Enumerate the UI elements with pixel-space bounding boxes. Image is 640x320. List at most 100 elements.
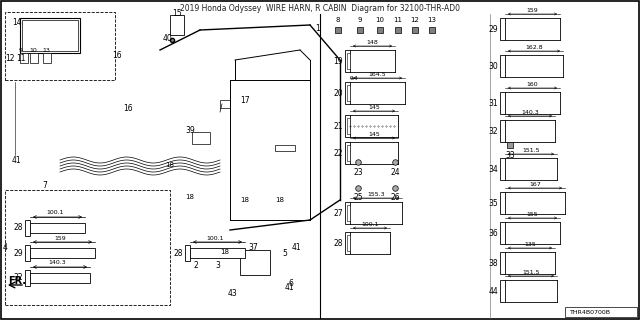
Bar — [30, 223, 85, 233]
Bar — [5, 12, 115, 80]
Bar — [185, 245, 190, 261]
Text: 18: 18 — [185, 194, 194, 200]
Text: 2: 2 — [193, 260, 198, 269]
Text: 16: 16 — [112, 51, 122, 60]
Bar — [565, 307, 637, 317]
Text: 25: 25 — [353, 194, 363, 203]
Bar — [5, 190, 170, 305]
Text: 9.4: 9.4 — [350, 76, 359, 81]
Text: THR4B0700B: THR4B0700B — [570, 310, 611, 316]
Text: 19: 19 — [333, 57, 343, 66]
Bar — [500, 280, 505, 302]
Text: 18: 18 — [220, 249, 229, 255]
Text: 38: 38 — [488, 259, 498, 268]
Bar — [347, 53, 350, 69]
Text: 155: 155 — [527, 212, 538, 217]
Text: 100.1: 100.1 — [206, 236, 224, 241]
Text: 33: 33 — [505, 150, 515, 159]
Text: 159: 159 — [54, 236, 66, 241]
Text: 18: 18 — [165, 162, 174, 168]
Text: 17: 17 — [240, 95, 250, 105]
Bar — [170, 15, 184, 35]
Text: 145: 145 — [368, 105, 380, 109]
Text: 1: 1 — [315, 23, 320, 33]
Bar — [20, 18, 80, 53]
Text: 14: 14 — [12, 18, 22, 27]
Bar — [220, 100, 230, 108]
Bar — [22, 20, 78, 51]
Bar — [30, 273, 90, 283]
Text: 155.3: 155.3 — [367, 191, 385, 196]
Text: 22: 22 — [333, 148, 343, 157]
Text: 15: 15 — [172, 9, 182, 18]
Text: 32: 32 — [488, 126, 498, 135]
Text: 145: 145 — [368, 132, 380, 137]
Bar — [345, 202, 350, 224]
Text: 3: 3 — [215, 260, 220, 269]
Text: 34: 34 — [488, 164, 498, 173]
Bar — [345, 142, 350, 164]
Text: 23: 23 — [353, 167, 363, 177]
Bar — [500, 120, 505, 142]
Text: 159: 159 — [527, 7, 538, 12]
Text: 40: 40 — [163, 34, 173, 43]
Text: 160: 160 — [527, 82, 538, 86]
Text: 31: 31 — [488, 99, 498, 108]
Text: 13: 13 — [428, 17, 436, 23]
Text: 43: 43 — [228, 289, 237, 298]
Text: 9: 9 — [358, 17, 362, 23]
Text: 100.1: 100.1 — [361, 221, 379, 227]
Bar — [347, 205, 350, 221]
Bar — [500, 252, 505, 274]
Bar — [25, 270, 30, 286]
Bar — [500, 92, 505, 114]
Text: 10: 10 — [376, 17, 385, 23]
Text: 140.3: 140.3 — [521, 109, 539, 115]
Text: 6: 6 — [288, 278, 293, 287]
Text: 41: 41 — [292, 244, 301, 252]
Text: 11: 11 — [16, 53, 26, 62]
Text: FR.: FR. — [8, 276, 26, 286]
Text: 12: 12 — [411, 17, 419, 23]
Bar — [240, 250, 270, 275]
Text: 5: 5 — [282, 249, 287, 258]
Text: 41: 41 — [12, 156, 22, 164]
Bar — [347, 145, 350, 161]
Text: 13: 13 — [42, 47, 50, 52]
Text: 167: 167 — [529, 181, 541, 187]
Bar — [345, 82, 350, 104]
Text: 18: 18 — [240, 197, 249, 203]
Bar — [30, 53, 38, 63]
Text: 27: 27 — [333, 209, 343, 218]
Text: 16: 16 — [123, 103, 132, 113]
Text: 28: 28 — [333, 238, 343, 247]
Bar — [345, 50, 350, 72]
Text: 9: 9 — [19, 47, 23, 52]
Text: 100.1: 100.1 — [46, 211, 64, 215]
Bar — [347, 235, 350, 251]
Text: 11: 11 — [394, 17, 403, 23]
Text: 148: 148 — [367, 39, 378, 44]
Text: 26: 26 — [390, 194, 400, 203]
Text: 162.8: 162.8 — [525, 44, 543, 50]
Text: 18: 18 — [275, 197, 284, 203]
Bar — [345, 232, 350, 254]
Text: 44: 44 — [488, 286, 498, 295]
Bar — [275, 145, 295, 151]
Bar — [192, 132, 210, 144]
Bar — [20, 53, 28, 63]
Bar — [500, 158, 505, 180]
Bar — [190, 248, 245, 258]
Bar — [345, 115, 350, 137]
Text: 21: 21 — [333, 122, 343, 131]
Text: 12: 12 — [5, 53, 15, 62]
Text: 20: 20 — [333, 89, 343, 98]
Text: 41: 41 — [285, 284, 294, 292]
Text: 39: 39 — [185, 125, 195, 134]
Bar — [347, 85, 350, 101]
Bar — [25, 245, 30, 261]
Bar — [30, 248, 95, 258]
Text: 29: 29 — [13, 249, 23, 258]
Text: 28: 28 — [13, 223, 23, 233]
Text: 164.5: 164.5 — [369, 71, 387, 76]
